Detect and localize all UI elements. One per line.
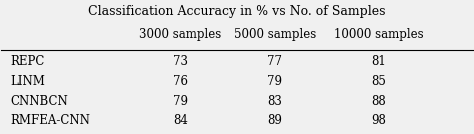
Text: 76: 76 xyxy=(173,75,188,88)
Text: Classification Accuracy in % vs No. of Samples: Classification Accuracy in % vs No. of S… xyxy=(88,5,386,18)
Text: 88: 88 xyxy=(371,95,386,108)
Text: 85: 85 xyxy=(371,75,386,88)
Text: 79: 79 xyxy=(173,95,188,108)
Text: 5000 samples: 5000 samples xyxy=(234,28,316,41)
Text: LINM: LINM xyxy=(11,75,46,88)
Text: 81: 81 xyxy=(371,55,386,68)
Text: 3000 samples: 3000 samples xyxy=(139,28,221,41)
Text: CNNBCN: CNNBCN xyxy=(11,95,69,108)
Text: 77: 77 xyxy=(267,55,282,68)
Text: 89: 89 xyxy=(267,114,282,127)
Text: 84: 84 xyxy=(173,114,188,127)
Text: 98: 98 xyxy=(371,114,386,127)
Text: 79: 79 xyxy=(267,75,282,88)
Text: 83: 83 xyxy=(267,95,282,108)
Text: 73: 73 xyxy=(173,55,188,68)
Text: RMFEA-CNN: RMFEA-CNN xyxy=(11,114,91,127)
Text: REPC: REPC xyxy=(11,55,45,68)
Text: 10000 samples: 10000 samples xyxy=(334,28,423,41)
